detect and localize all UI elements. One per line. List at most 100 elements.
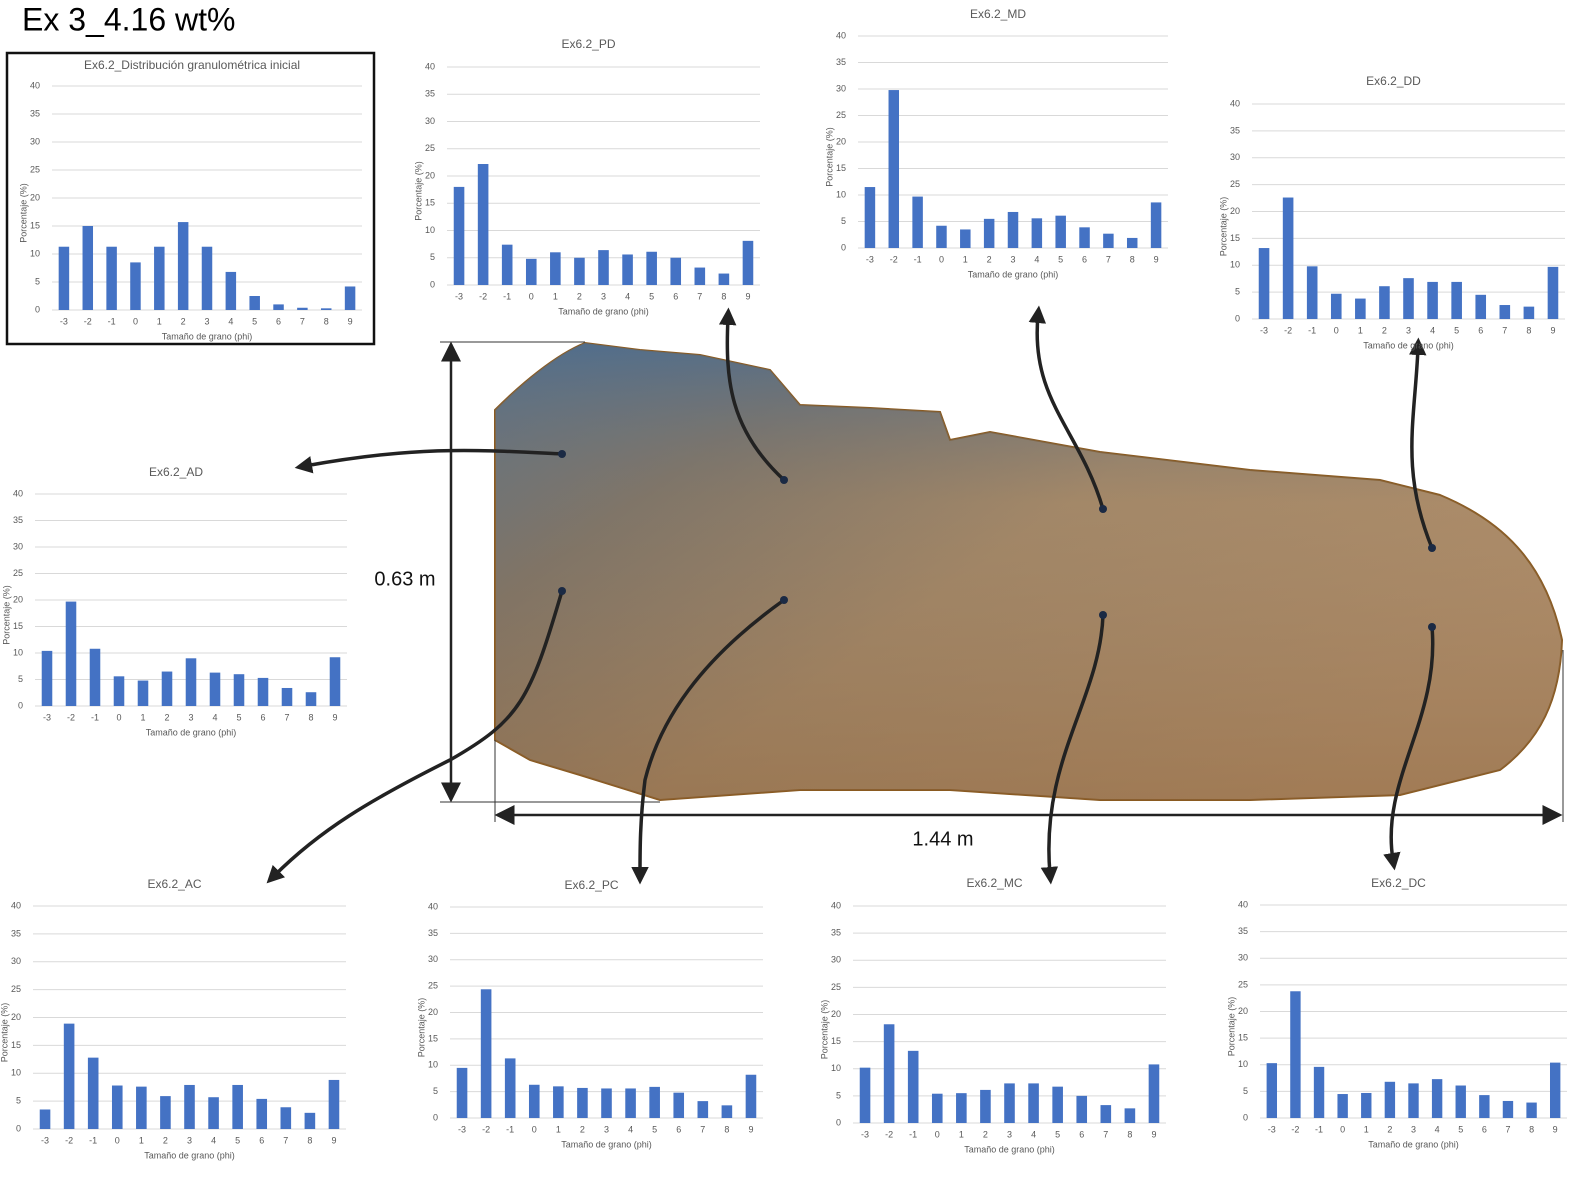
x-tick-label: 8 xyxy=(1526,325,1531,335)
y-tick-label: 10 xyxy=(836,189,846,199)
bar xyxy=(186,658,197,706)
bar xyxy=(932,1094,943,1123)
x-tick-label: -1 xyxy=(108,316,116,326)
x-tick-label: 1 xyxy=(553,291,558,301)
bar xyxy=(202,247,212,310)
y-tick-label: 20 xyxy=(1230,206,1240,216)
x-tick-label: -1 xyxy=(91,712,99,722)
bar xyxy=(912,197,922,248)
bar xyxy=(1307,266,1318,319)
x-tick-label: 2 xyxy=(983,1129,988,1139)
bar xyxy=(305,1113,316,1129)
x-tick-label: 2 xyxy=(163,1135,168,1145)
x-tick-label: 5 xyxy=(1454,325,1459,335)
bar xyxy=(722,1105,733,1118)
y-tick-label: 40 xyxy=(831,900,841,910)
bar xyxy=(553,1086,564,1118)
bar xyxy=(42,651,53,706)
bar xyxy=(162,672,173,706)
x-tick-label: 7 xyxy=(1106,254,1111,264)
y-tick-label: 0 xyxy=(433,1112,438,1122)
deposit xyxy=(495,343,1562,800)
height-label: 0.63 m xyxy=(374,568,435,590)
y-tick-label: 40 xyxy=(1238,899,1248,909)
y-tick-label: 40 xyxy=(13,488,23,498)
x-tick-label: 5 xyxy=(1055,1129,1060,1139)
x-tick-label: 9 xyxy=(331,1135,336,1145)
x-axis-label: Tamaño de grano (phi) xyxy=(162,331,253,341)
y-tick-label: 15 xyxy=(425,198,435,208)
bar xyxy=(1361,1093,1371,1118)
bar xyxy=(88,1058,99,1129)
y-tick-label: 5 xyxy=(1235,287,1240,297)
x-tick-label: 7 xyxy=(697,291,702,301)
x-tick-label: 4 xyxy=(211,1135,216,1145)
x-tick-label: -1 xyxy=(1308,325,1316,335)
bar xyxy=(1004,1083,1015,1123)
x-tick-label: 2 xyxy=(164,712,169,722)
y-tick-label: 15 xyxy=(428,1033,438,1043)
bar xyxy=(695,268,706,285)
y-tick-label: 30 xyxy=(11,956,21,966)
x-tick-label: 0 xyxy=(133,316,138,326)
x-tick-label: -1 xyxy=(909,1129,917,1139)
y-tick-label: 20 xyxy=(1238,1006,1248,1016)
y-tick-label: 10 xyxy=(13,647,23,657)
x-tick-label: 9 xyxy=(745,291,750,301)
y-tick-label: 10 xyxy=(11,1068,21,1078)
x-tick-label: -3 xyxy=(1260,325,1268,335)
y-tick-label: 35 xyxy=(831,928,841,938)
y-tick-label: 30 xyxy=(836,83,846,93)
bar xyxy=(1125,1108,1136,1123)
bar xyxy=(329,1080,340,1129)
x-tick-label: 8 xyxy=(324,316,329,326)
y-tick-label: 5 xyxy=(841,216,846,226)
x-tick-label: -3 xyxy=(458,1124,466,1134)
chart-title: Ex6.2_AD xyxy=(149,465,203,479)
bar xyxy=(457,1068,468,1118)
bar xyxy=(1355,299,1366,319)
bar xyxy=(1290,991,1300,1118)
y-tick-label: 35 xyxy=(836,57,846,67)
y-tick-label: 25 xyxy=(30,164,40,174)
x-tick-label: -1 xyxy=(914,254,922,264)
x-tick-label: 4 xyxy=(212,712,217,722)
bar xyxy=(936,226,946,248)
bar xyxy=(306,692,317,706)
y-tick-label: 0 xyxy=(18,700,23,710)
x-tick-label: 4 xyxy=(628,1124,633,1134)
chart-title: Ex6.2_DC xyxy=(1371,876,1426,890)
y-axis-label: Porcentaje (%) xyxy=(1226,997,1236,1057)
bar xyxy=(746,1075,757,1118)
bar xyxy=(1101,1105,1112,1123)
y-tick-label: 5 xyxy=(836,1090,841,1100)
x-axis-label: Tamaño de grano (phi) xyxy=(561,1139,652,1149)
bar xyxy=(232,1085,243,1129)
bar xyxy=(1479,1095,1489,1118)
chart-title: Ex6.2_MD xyxy=(970,7,1026,21)
bar xyxy=(138,681,149,706)
x-tick-label: -2 xyxy=(67,712,75,722)
x-tick-label: 1 xyxy=(140,712,145,722)
y-tick-label: 5 xyxy=(1243,1086,1248,1096)
bar xyxy=(281,1107,292,1129)
y-tick-label: 20 xyxy=(831,1009,841,1019)
y-tick-label: 35 xyxy=(1230,125,1240,135)
x-tick-label: 0 xyxy=(939,254,944,264)
x-tick-label: 3 xyxy=(1406,325,1411,335)
bar xyxy=(980,1090,991,1123)
bar xyxy=(258,678,269,706)
bar xyxy=(1151,202,1161,248)
y-tick-label: 40 xyxy=(428,901,438,911)
x-tick-label: 6 xyxy=(673,291,678,301)
x-tick-label: 0 xyxy=(116,712,121,722)
y-tick-label: 10 xyxy=(1230,260,1240,270)
x-tick-label: -1 xyxy=(1315,1124,1323,1134)
x-tick-label: 3 xyxy=(204,316,209,326)
x-tick-label: 5 xyxy=(235,1135,240,1145)
bar xyxy=(1500,305,1511,319)
bar xyxy=(956,1093,967,1123)
bar xyxy=(64,1024,75,1129)
x-tick-label: 5 xyxy=(652,1124,657,1134)
bar xyxy=(184,1085,195,1129)
